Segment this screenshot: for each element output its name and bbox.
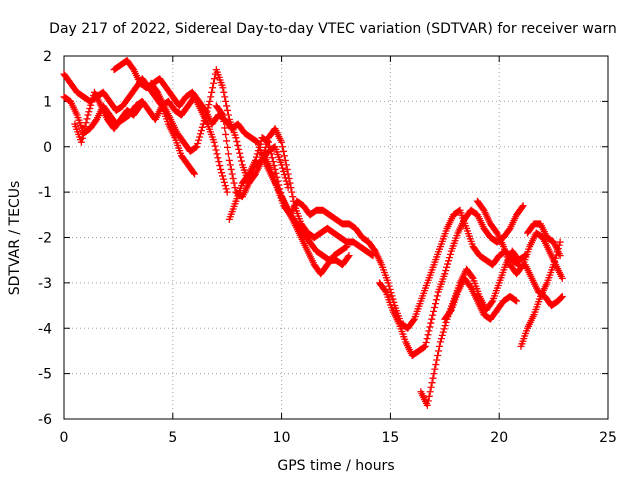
- plus-markers: [212, 102, 377, 260]
- satellite-track-6: [212, 102, 377, 260]
- y-axis-label: SDTVAR / TECUs: [7, 181, 23, 296]
- x-tick-label: 0: [60, 430, 69, 446]
- axis-ticks: 0 5 10 15 20 25 -6 -5 -4 -3 -2 -1 0 1 2: [38, 49, 617, 446]
- y-tick-label: -1: [38, 185, 52, 201]
- satellite-track-7: [225, 134, 351, 278]
- plus-markers: [376, 202, 527, 359]
- plus-markers: [147, 66, 292, 192]
- plus-markers: [521, 261, 566, 310]
- x-tick-label: 10: [273, 430, 291, 446]
- satellite-track-3: [71, 88, 144, 146]
- satellite-track-15: [523, 220, 564, 260]
- x-tick-label: 15: [381, 430, 399, 446]
- y-tick-label: 2: [43, 49, 52, 65]
- y-tick-label: -4: [38, 321, 52, 337]
- x-tick-label: 5: [168, 430, 177, 446]
- x-axis-label: GPS time / hours: [277, 458, 394, 474]
- x-tick-label: 25: [599, 430, 617, 446]
- y-tick-label: -5: [38, 367, 52, 383]
- satellite-track-5: [147, 66, 292, 192]
- satellite-track-9: [376, 202, 527, 359]
- plus-markers: [441, 274, 521, 323]
- x-tick-label: 20: [490, 430, 508, 446]
- y-tick-label: -3: [38, 276, 52, 292]
- satellite-track-11: [441, 274, 521, 323]
- plus-markers: [523, 220, 564, 260]
- y-tick-label: -2: [38, 231, 52, 247]
- plus-markers: [71, 88, 144, 146]
- y-tick-label: 0: [43, 140, 52, 156]
- plus-markers: [225, 134, 351, 278]
- satellite-track-14: [521, 261, 566, 310]
- data-points: [60, 57, 566, 409]
- y-tick-label: 1: [43, 94, 52, 110]
- chart-title: Day 217 of 2022, Sidereal Day-to-day VTE…: [49, 21, 617, 37]
- y-tick-label: -6: [38, 412, 52, 428]
